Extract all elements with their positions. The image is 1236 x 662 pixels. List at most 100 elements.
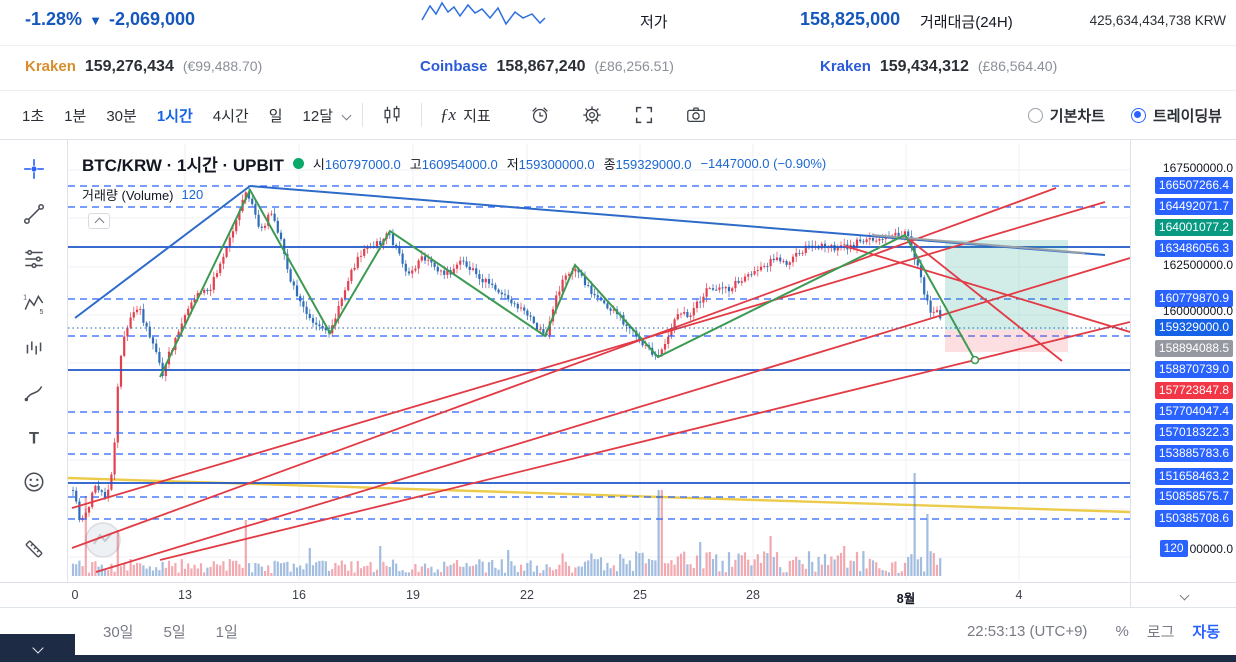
alert-clock-button[interactable] <box>523 100 557 130</box>
measure-ruler-tool-button[interactable] <box>17 536 51 563</box>
price-line-badge: 163486056.3 <box>1154 240 1233 257</box>
interval-button-1초[interactable]: 1초 <box>14 100 52 131</box>
price-tick: 158894088.5 <box>1154 340 1233 357</box>
market-status-dot <box>292 158 304 169</box>
price-tick: 151658463.2 <box>1154 468 1233 485</box>
scale-button-자동[interactable]: 자동 <box>1190 617 1222 646</box>
time-tick: 4 <box>1015 588 1023 602</box>
exchange-quote-kraken-2: Kraken 159,434,312 (£86,564.40) <box>820 58 1057 76</box>
bars-pattern-tool-button[interactable] <box>17 335 51 362</box>
price-line-badge: 153885783.6 <box>1154 445 1233 462</box>
price-tick: 157018322.3 <box>1154 424 1233 441</box>
scale-button-%[interactable]: % <box>1113 617 1130 646</box>
settings-gear-button[interactable] <box>575 100 609 130</box>
snapshot-camera-button[interactable] <box>679 100 713 130</box>
divider <box>421 103 423 127</box>
bars-pattern-icon <box>26 341 41 355</box>
open-value: 160797000.0 <box>324 156 401 172</box>
mode-label: 트레이딩뷰 <box>1152 107 1222 125</box>
exchange-name[interactable]: Kraken <box>820 58 871 75</box>
exchange-converted-price: (£86,564.40) <box>977 58 1058 74</box>
change-amount: -2,069,000 <box>108 9 196 29</box>
svg-text:1: 1 <box>23 294 27 302</box>
interval-chevron-down-icon[interactable] <box>341 110 352 120</box>
bottom-collapse-strip <box>0 655 1236 662</box>
price-line-badge: 157018322.3 <box>1154 424 1233 441</box>
range-button-5일[interactable]: 5일 <box>156 617 194 646</box>
time-tick: 28 <box>746 588 760 602</box>
scroll-to-recent-button[interactable] <box>1130 582 1236 608</box>
chevron-up-icon <box>94 217 104 228</box>
fx-icon: ƒx <box>440 105 457 124</box>
price-line-badge: 158894088.5 <box>1154 340 1233 357</box>
price-line-badge: 166507266.4 <box>1154 177 1233 194</box>
crosshair-tool-button[interactable] <box>17 156 51 183</box>
chart-legend: BTC/KRW · 1시간 · UPBIT 시160797000.0 고1609… <box>82 151 826 229</box>
price-tick: 157704047.4 <box>1154 403 1233 420</box>
price-line-badge: 158870739.0 <box>1154 361 1233 378</box>
divider <box>362 103 364 127</box>
indicators-label: 지표 <box>463 107 491 125</box>
interval-button-1시간[interactable]: 1시간 <box>149 100 201 131</box>
exchange-quote-kraken-0: Kraken 159,276,434 (€99,488.70) <box>25 58 262 76</box>
emoji-smiley-icon <box>24 472 43 492</box>
high-label: 고 <box>409 156 422 172</box>
exchange-name[interactable]: Kraken <box>25 58 76 75</box>
emoji-tool-button[interactable] <box>17 469 51 496</box>
elliott-wave-icon: 15 <box>23 294 43 315</box>
time-axis[interactable]: 0 13 16 19 22 25 28 8월 4 <box>0 582 1130 608</box>
trend-line-tool-button[interactable] <box>17 201 51 228</box>
chart-mode-radio-기본차트[interactable]: 기본차트 <box>1027 105 1105 126</box>
gear-icon <box>582 106 601 124</box>
price-chart-canvas[interactable] <box>0 140 1130 582</box>
price-line-badge: 150385708.6 <box>1154 510 1233 527</box>
text-tool-button[interactable]: T <box>17 424 51 451</box>
range-button-1일[interactable]: 1일 <box>208 617 246 646</box>
radio-icon <box>1027 107 1043 123</box>
exchange-price-row: Kraken 159,276,434 (€99,488.70) Coinbase 158… <box>0 45 1236 90</box>
exchange-name[interactable]: Coinbase <box>420 58 488 75</box>
chart-mode-switch: 기본차트 트레이딩뷰 <box>1027 105 1222 126</box>
drawer-collapse-button[interactable] <box>0 634 75 662</box>
fullscreen-button[interactable] <box>627 100 661 130</box>
fib-retracement-tool-button[interactable] <box>17 245 51 272</box>
price-tick: 153885783.6 <box>1154 445 1233 462</box>
close-label: 종 <box>603 156 616 172</box>
svg-text:T: T <box>29 429 39 447</box>
chevron-down-icon <box>1179 590 1189 601</box>
price-tick: 159329000.0 <box>1154 319 1233 336</box>
alarm-clock-icon <box>531 107 548 123</box>
volume-value-badge: 120 <box>1159 540 1188 557</box>
exchange-converted-price: (€99,488.70) <box>182 58 263 74</box>
price-tick: 157723847.8 <box>1154 382 1233 399</box>
range-button-30일[interactable]: 30일 <box>95 617 142 646</box>
price-tick: 162500000.0 <box>1162 258 1233 272</box>
chart-mode-radio-트레이딩뷰[interactable]: 트레이딩뷰 <box>1130 105 1222 126</box>
interval-button-4시간[interactable]: 4시간 <box>205 100 257 131</box>
low-price-value: 158,825,000 <box>800 9 901 29</box>
exchange-price: 159,434,312 <box>879 58 969 75</box>
interval-button-1분[interactable]: 1분 <box>56 100 94 131</box>
interval-button-12달[interactable]: 12달 <box>295 100 342 131</box>
interval-group: 1초 1분 30분 1시간 4시간 일 12달 <box>14 100 341 131</box>
price-tick: 163486056.3 <box>1154 240 1233 257</box>
interval-button-30분[interactable]: 30분 <box>98 100 145 131</box>
time-tick: 8월 <box>896 592 916 606</box>
indicators-button[interactable]: ƒx 지표 <box>434 101 497 130</box>
candle-style-button[interactable] <box>375 100 409 130</box>
camera-icon <box>686 107 705 123</box>
brush-tool-button[interactable] <box>17 380 51 407</box>
trend-line-icon <box>23 204 44 225</box>
pane-collapse-button[interactable] <box>88 213 110 229</box>
scale-button-로그[interactable]: 로그 <box>1145 617 1177 646</box>
price-header: -1.28% ▼ -2,069,000 저가 158,825,000 거래대금(… <box>0 0 1236 45</box>
price-change: -1.28% ▼ -2,069,000 <box>25 9 195 30</box>
price-tick: 160779870.9 <box>1154 290 1233 307</box>
time-tick: 19 <box>406 588 420 602</box>
bottom-bar: 30일 5일 1일 22:53:13 (UTC+9) % 로그 자동 <box>0 607 1236 654</box>
price-scale[interactable]: 167500000.0 166507266.4 164492071.7 1640010… <box>1130 140 1236 582</box>
price-line-badge: 164001077.2 <box>1154 219 1233 236</box>
interval-button-일[interactable]: 일 <box>261 100 291 131</box>
time-tick: 22 <box>520 588 534 602</box>
